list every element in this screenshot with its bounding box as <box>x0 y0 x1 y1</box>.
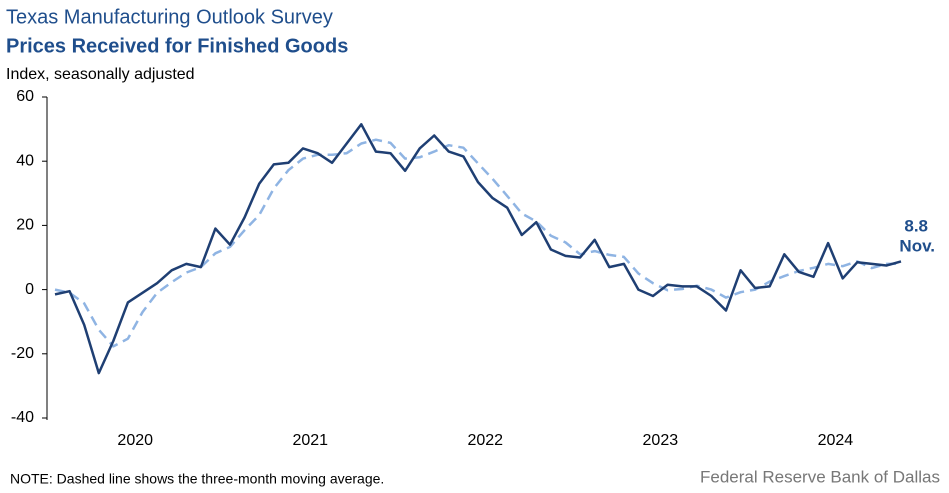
x-tick-label: 2023 <box>643 432 679 449</box>
index-line <box>54 123 902 375</box>
source: Federal Reserve Bank of Dallas <box>700 467 940 486</box>
y-tick-label: 60 <box>16 88 34 105</box>
y-tick-label: -40 <box>11 409 34 426</box>
chart-supertitle: Texas Manufacturing Outlook Survey <box>6 6 333 28</box>
y-tick-label: 40 <box>16 152 34 169</box>
moving-average-line <box>54 138 902 348</box>
chart-subtitle: Index, seasonally adjusted <box>6 66 195 83</box>
note: NOTE: Dashed line shows the three-month … <box>10 471 384 487</box>
x-tick-label: 2021 <box>292 432 328 449</box>
x-tick-label: 2020 <box>117 432 153 449</box>
annotation: Nov. <box>899 236 935 255</box>
x-tick-label: 2022 <box>467 432 503 449</box>
x-tick-label: 2024 <box>818 432 854 449</box>
y-tick-label: 20 <box>16 217 34 234</box>
y-tick-label: -20 <box>11 345 34 362</box>
chart-title: Prices Received for Finished Goods <box>6 35 348 57</box>
value-label: 8.8 <box>904 216 928 235</box>
y-tick-label: 0 <box>25 281 34 298</box>
